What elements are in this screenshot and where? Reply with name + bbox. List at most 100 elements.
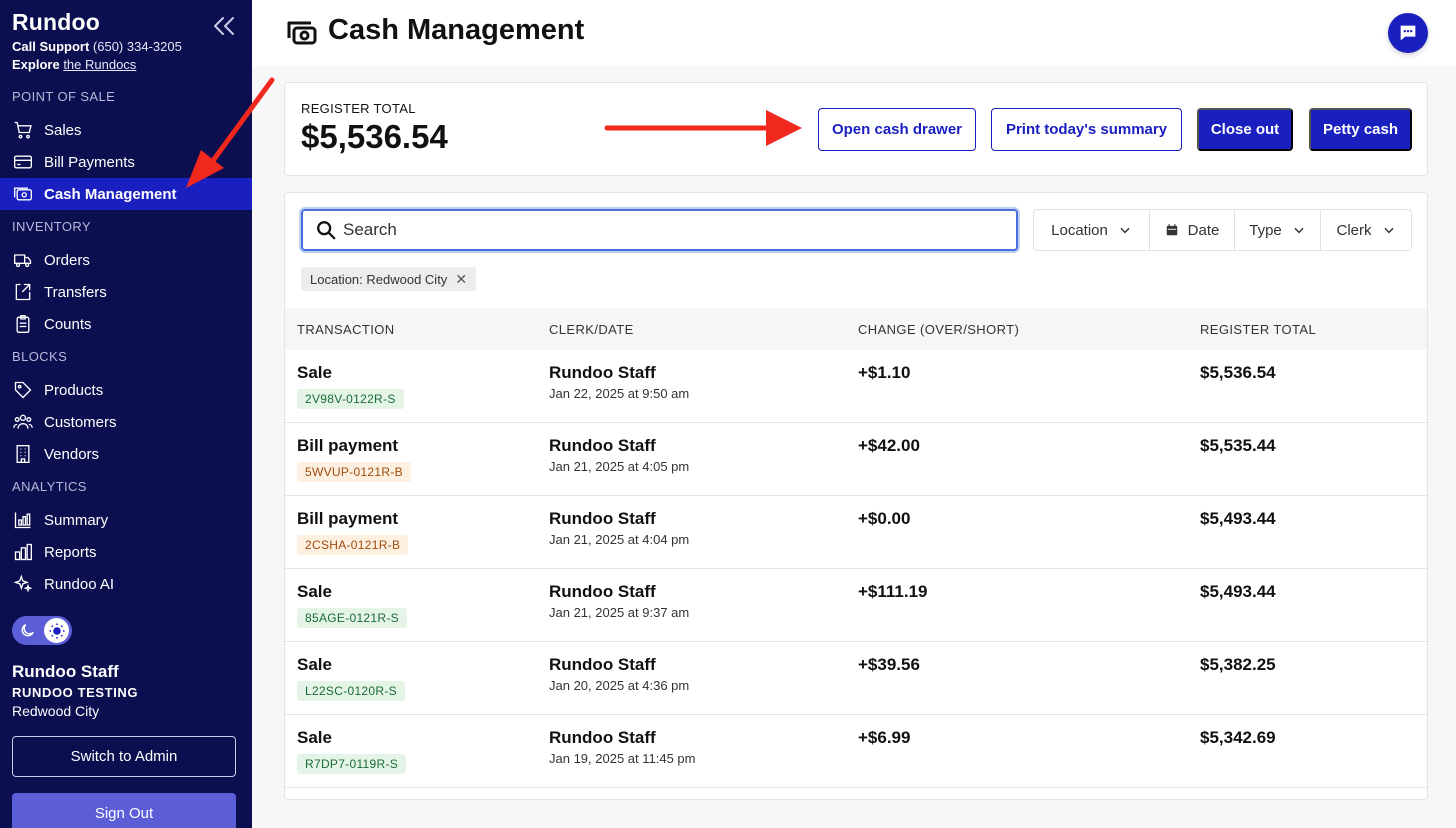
- table-row[interactable]: Sale 85AGE-0121R-S Rundoo Staff Jan 21, …: [285, 569, 1427, 642]
- close-out-button[interactable]: Close out: [1197, 108, 1293, 151]
- sidebar-item-label: Vendors: [44, 445, 100, 463]
- user-organization: RUNDOO TESTING: [12, 685, 139, 700]
- sidebar-item-counts[interactable]: Counts: [0, 308, 252, 340]
- change-amount: +$42.00: [858, 436, 920, 455]
- transaction-code: 2V98V-0122R-S: [297, 389, 404, 409]
- clerk-name: Rundoo Staff: [549, 655, 656, 674]
- active-filter-label: Location: Redwood City: [310, 271, 448, 287]
- date-filter[interactable]: Date: [1150, 210, 1235, 250]
- collapse-sidebar-icon[interactable]: [212, 14, 236, 38]
- print-summary-button[interactable]: Print today's summary: [991, 108, 1182, 151]
- brand-logo: Rundoo: [12, 9, 101, 35]
- sign-out-button[interactable]: Sign Out: [12, 793, 236, 828]
- sidebar-item-label: Rundoo AI: [44, 575, 115, 593]
- support-info: Call Support (650) 334-3205 Explore the …: [12, 38, 182, 74]
- transaction-code: 2CSHA-0121R-B: [297, 535, 409, 555]
- transfer-icon: [12, 281, 34, 303]
- sidebar-item-products[interactable]: Products: [0, 374, 252, 406]
- location-filter[interactable]: Location: [1034, 210, 1150, 250]
- table-row[interactable]: Bill payment 5WVUP-0121R-B Rundoo Staff …: [285, 423, 1427, 496]
- search-icon: [317, 221, 336, 240]
- sidebar-item-label: Products: [44, 381, 104, 399]
- transaction-date: Jan 20, 2025 at 4:36 pm: [549, 678, 690, 693]
- bar-chart-icon: [12, 541, 34, 563]
- table-header: TRANSACTION CLERK/DATE CHANGE (OVER/SHOR…: [285, 308, 1427, 350]
- register-total-label: REGISTER TOTAL: [301, 101, 416, 116]
- sidebar-item-rundoo-ai[interactable]: Rundoo AI: [0, 568, 252, 600]
- register-total: $5,535.44: [1200, 436, 1276, 455]
- table-row[interactable]: Sale L22SC-0120R-S Rundoo Staff Jan 20, …: [285, 642, 1427, 715]
- transaction-type: Sale: [297, 582, 332, 601]
- cart-icon: [12, 119, 34, 141]
- transaction-date: Jan 22, 2025 at 9:50 am: [549, 386, 690, 401]
- building-icon: [12, 443, 34, 465]
- register-total: $5,342.69: [1200, 728, 1276, 747]
- sidebar-item-label: Counts: [44, 315, 92, 333]
- sidebar-item-label: Sales: [44, 121, 82, 139]
- transaction-date: Jan 21, 2025 at 4:04 pm: [549, 532, 690, 547]
- sidebar-item-sales[interactable]: Sales: [0, 114, 252, 146]
- open-cash-drawer-button[interactable]: Open cash drawer: [818, 108, 976, 151]
- transaction-date: Jan 21, 2025 at 4:05 pm: [549, 459, 690, 474]
- register-total: $5,382.25: [1200, 655, 1276, 674]
- credit-card-icon: [12, 151, 34, 173]
- clipboard-icon: [12, 313, 34, 335]
- chat-button[interactable]: [1388, 13, 1428, 53]
- transaction-type: Sale: [297, 728, 332, 747]
- clerk-name: Rundoo Staff: [549, 728, 656, 747]
- sidebar-item-summary[interactable]: Summary: [0, 504, 252, 536]
- column-change: CHANGE (OVER/SHORT): [858, 321, 1020, 337]
- sidebar-item-bill-payments[interactable]: Bill Payments: [0, 146, 252, 178]
- switch-to-admin-button[interactable]: Switch to Admin: [12, 736, 236, 777]
- search-input[interactable]: [343, 220, 943, 240]
- sidebar-item-cash-management[interactable]: Cash Management: [0, 178, 252, 210]
- change-amount: +$1.10: [858, 363, 911, 382]
- sidebar-item-label: Bill Payments: [44, 153, 135, 171]
- page-title: Cash Management: [328, 14, 585, 46]
- transactions-card: Location Date Type Clerk Location: Redwo…: [284, 192, 1428, 800]
- chat-icon: [1400, 25, 1416, 41]
- sidebar-item-reports[interactable]: Reports: [0, 536, 252, 568]
- column-transaction: TRANSACTION: [297, 321, 395, 337]
- sidebar-item-label: Cash Management: [44, 185, 177, 203]
- support-phone[interactable]: (650) 334-3205: [92, 39, 182, 54]
- sparkle-icon: [12, 573, 34, 595]
- transaction-code: 85AGE-0121R-S: [297, 608, 407, 628]
- rundocs-link[interactable]: the Rundocs: [63, 57, 137, 72]
- theme-toggle[interactable]: [12, 616, 72, 645]
- sidebar-item-customers[interactable]: Customers: [0, 406, 252, 438]
- clerk-name: Rundoo Staff: [549, 363, 656, 382]
- register-total: $5,493.44: [1200, 509, 1276, 528]
- page-header: Cash Management: [252, 0, 1456, 66]
- sidebar: Rundoo Call Support (650) 334-3205 Explo…: [0, 0, 252, 828]
- register-total-card: REGISTER TOTAL $5,536.54 Open cash drawe…: [284, 82, 1428, 176]
- search-box[interactable]: [301, 209, 1018, 251]
- table-row[interactable]: Bill payment 2CSHA-0121R-B Rundoo Staff …: [285, 496, 1427, 569]
- close-icon[interactable]: ✕: [455, 270, 468, 287]
- change-amount: +$0.00: [858, 509, 911, 528]
- active-filter-chip: Location: Redwood City ✕: [301, 267, 477, 291]
- sidebar-item-transfers[interactable]: Transfers: [0, 276, 252, 308]
- sidebar-item-vendors[interactable]: Vendors: [0, 438, 252, 470]
- section-analytics: ANALYTICS: [12, 479, 87, 494]
- moon-icon: [21, 624, 34, 637]
- sidebar-item-orders[interactable]: Orders: [0, 244, 252, 276]
- petty-cash-button[interactable]: Petty cash: [1309, 108, 1412, 151]
- table-row[interactable]: Sale 2V98V-0122R-S Rundoo Staff Jan 22, …: [285, 350, 1427, 423]
- cash-icon: [287, 21, 317, 45]
- tag-icon: [12, 379, 34, 401]
- chevron-down-icon: [1120, 227, 1130, 234]
- transaction-type: Sale: [297, 363, 332, 382]
- table-row[interactable]: Sale R7DP7-0119R-S Rundoo Staff Jan 19, …: [285, 715, 1427, 788]
- explore-label: Explore: [12, 57, 60, 72]
- column-register-total: REGISTER TOTAL: [1200, 321, 1317, 337]
- user-location: Redwood City: [12, 703, 100, 719]
- register-total-value: $5,536.54: [301, 118, 448, 155]
- transaction-type: Sale: [297, 655, 332, 674]
- chart-icon: [12, 509, 34, 531]
- clerk-filter[interactable]: Clerk: [1321, 210, 1411, 250]
- type-filter[interactable]: Type: [1235, 210, 1321, 250]
- user-name: Rundoo Staff: [12, 662, 119, 681]
- transaction-type: Bill payment: [297, 436, 399, 455]
- date-filter-label: Date: [1187, 221, 1220, 239]
